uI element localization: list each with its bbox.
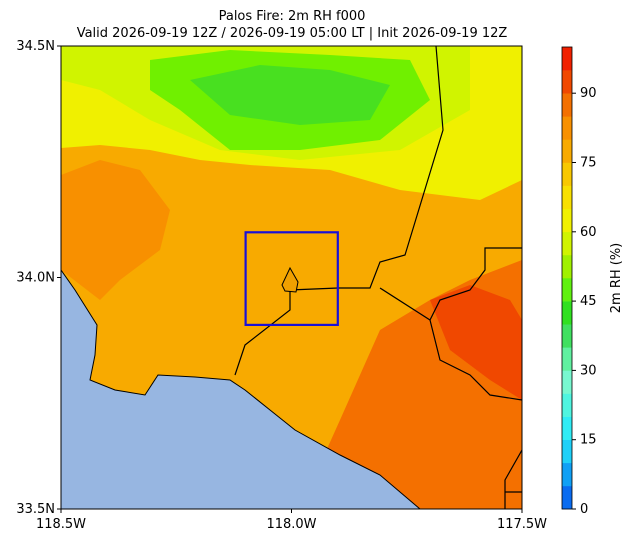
y-tick-label: 34.5N — [16, 39, 55, 54]
colorbar-tick-label: 45 — [580, 294, 597, 309]
colorbar-band — [562, 116, 572, 140]
colorbar-band — [562, 485, 572, 510]
colorbar-band — [562, 162, 572, 186]
colorbar-band — [562, 462, 572, 487]
colorbar-band — [562, 347, 572, 371]
subtitle: Valid 2026-09-19 12Z / 2026-09-19 05:00 … — [77, 26, 508, 41]
colorbar-band — [562, 185, 572, 209]
colorbar-band — [562, 301, 572, 325]
title: Palos Fire: 2m RH f000 — [219, 9, 366, 24]
colorbar-band — [562, 231, 572, 256]
colorbar-band — [562, 370, 572, 394]
colorbar-band — [562, 416, 572, 440]
colorbar-band — [562, 393, 572, 417]
colorbar-band — [562, 70, 572, 94]
colorbar-band — [562, 93, 572, 117]
colorbar-band — [562, 324, 572, 348]
colorbar-tick-label: 30 — [580, 363, 597, 378]
colorbar-band — [562, 139, 572, 163]
rh-field — [61, 46, 522, 509]
colorbar-frame — [561, 46, 573, 510]
x-tick-label: 117.5W — [497, 517, 547, 532]
colorbar-tick-label: 0 — [580, 502, 588, 517]
colorbar-tick-label: 75 — [580, 156, 597, 171]
colorbar-band — [562, 208, 572, 233]
colorbar-band — [562, 278, 572, 302]
colorbar-band — [562, 439, 572, 464]
y-tick-label: 33.5N — [16, 502, 55, 517]
x-tick-label: 118.0W — [266, 517, 316, 532]
colorbar-tick-label: 15 — [580, 433, 597, 448]
colorbar-band — [562, 254, 572, 279]
y-tick-label: 34.0N — [16, 271, 55, 286]
x-tick-label: 118.5W — [36, 517, 86, 532]
colorbar-tick-label: 90 — [580, 86, 597, 101]
colorbar-band — [562, 47, 572, 71]
colorbar-label: 2m RH (%) — [609, 243, 624, 314]
colorbar-tick-label: 60 — [580, 225, 597, 240]
